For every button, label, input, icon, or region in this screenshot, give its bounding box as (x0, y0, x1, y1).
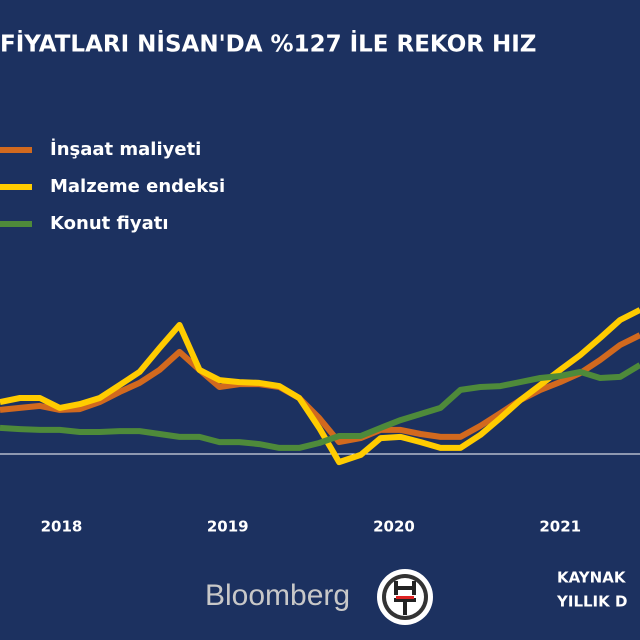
source-line: YILLIK D (556, 593, 627, 611)
ht-logo (377, 569, 433, 625)
x-tick-label: 2020 (373, 518, 415, 536)
source-line: KAYNAK (557, 569, 627, 587)
x-tick-label: 2018 (41, 518, 83, 536)
series-line (0, 362, 640, 451)
x-tick-label: 2021 (539, 518, 581, 536)
series-line (0, 307, 640, 466)
legend-label: Konut fiyatı (50, 213, 169, 234)
legend-label: İnşaat maliyeti (50, 138, 201, 160)
x-tick-label: 2019 (207, 518, 249, 536)
logo-text: Bloomberg (205, 579, 350, 612)
legend-label: Malzeme endeksi (50, 176, 225, 197)
chart-title: FİYATLARI NİSAN'DA %127 İLE REKOR HIZ (0, 30, 536, 58)
